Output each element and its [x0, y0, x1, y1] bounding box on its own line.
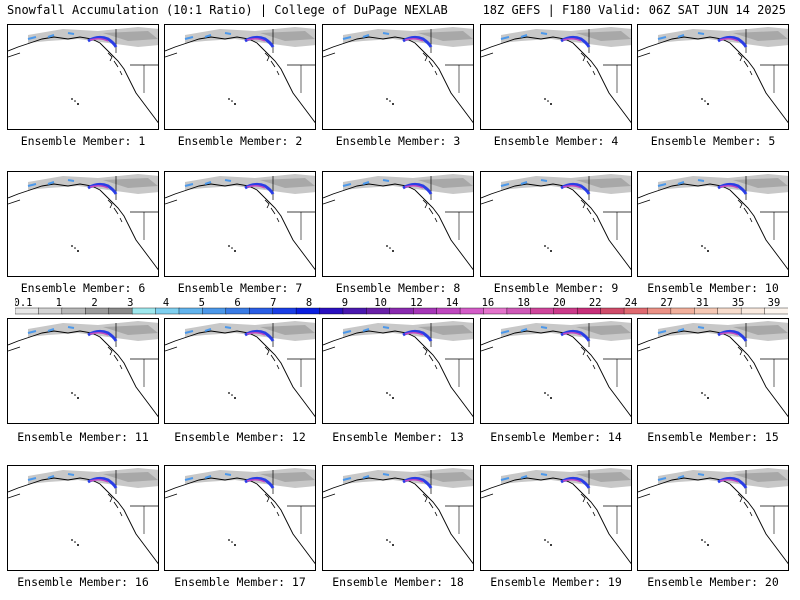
- coastline: [8, 36, 158, 124]
- coastline: [481, 36, 631, 124]
- colorbar-tick-label: 24: [625, 297, 638, 309]
- colorbar-tick-label: 1: [56, 297, 62, 309]
- coastline: [8, 477, 158, 565]
- colorbar-tick-label: 18: [517, 297, 530, 309]
- ensemble-member-label: Ensemble Member: 10: [647, 281, 779, 295]
- colorbar-swatch: [131, 307, 157, 315]
- coastline: [638, 330, 788, 418]
- ensemble-member-map: [322, 24, 474, 130]
- ensemble-member-label: Ensemble Member: 5: [650, 134, 776, 148]
- colorbar-swatch: [61, 307, 86, 315]
- colorbar-tick-label: 14: [446, 297, 459, 309]
- colorbar-tick-label: 7: [270, 297, 276, 309]
- coastline: [165, 183, 315, 271]
- ensemble-member-map: [637, 318, 789, 424]
- colorbar-tick-label: 39: [768, 297, 781, 309]
- coastline: [323, 330, 473, 418]
- ensemble-member-map: [7, 465, 159, 571]
- map-title: Snowfall Accumulation (10:1 Ratio) | Col…: [7, 3, 448, 17]
- coastline: [8, 330, 158, 418]
- colorbar-tick-label: 16: [482, 297, 495, 309]
- ensemble-member-label: Ensemble Member: 12: [174, 430, 306, 444]
- ensemble-member-map: [480, 465, 632, 571]
- ensemble-member-map: [480, 171, 632, 277]
- ensemble-member-label: Ensemble Member: 3: [335, 134, 461, 148]
- coastline: [165, 36, 315, 124]
- ensemble-member-map: [637, 24, 789, 130]
- valid-time-label: 18Z GEFS | F180 Valid: 06Z SAT JUN 14 20…: [482, 3, 786, 17]
- coastline: [481, 477, 631, 565]
- ensemble-member-map: [7, 171, 159, 277]
- colorbar-tick-label: 2: [91, 297, 97, 309]
- colorbar-tick-label: 9: [342, 297, 348, 309]
- ensemble-member-label: Ensemble Member: 16: [17, 575, 149, 589]
- colorbar-tick-label: 3: [127, 297, 133, 309]
- ensemble-member-label: Ensemble Member: 13: [332, 430, 464, 444]
- ensemble-member-map: [164, 465, 316, 571]
- colorbar-tick-label: 27: [660, 297, 673, 309]
- coastline: [481, 330, 631, 418]
- colorbar-swatch: [740, 307, 766, 315]
- ensemble-member-map: [480, 318, 632, 424]
- colorbar-tick-label: 0.1: [15, 297, 32, 309]
- colorbar-tick-label: 31: [696, 297, 709, 309]
- coastline: [638, 477, 788, 565]
- colorbar-tick-label: 6: [234, 297, 240, 309]
- ensemble-member-label: Ensemble Member: 11: [17, 430, 149, 444]
- ensemble-member-label: Ensemble Member: 1: [20, 134, 146, 148]
- coastline: [8, 183, 158, 271]
- coastline: [323, 36, 473, 124]
- colorbar-swatch: [764, 307, 788, 315]
- ensemble-member-label: Ensemble Member: 4: [493, 134, 619, 148]
- colorbar-tick-label: 35: [732, 297, 745, 309]
- colorbar-swatch: [202, 307, 227, 315]
- coastline: [323, 477, 473, 565]
- ensemble-member-label: Ensemble Member: 7: [177, 281, 303, 295]
- colorbar-tick-label: 5: [199, 297, 205, 309]
- ensemble-member-label: Ensemble Member: 14: [490, 430, 622, 444]
- colorbar-tick-label: 4: [163, 297, 169, 309]
- ensemble-member-map: [164, 24, 316, 130]
- ensemble-member-map: [637, 171, 789, 277]
- ensemble-member-label: Ensemble Member: 8: [335, 281, 461, 295]
- ensemble-member-label: Ensemble Member: 18: [332, 575, 464, 589]
- coastline: [165, 330, 315, 418]
- colorbar-tick-label: 12: [410, 297, 423, 309]
- coastline: [165, 477, 315, 565]
- ensemble-member-map: [164, 318, 316, 424]
- ensemble-member-map: [480, 24, 632, 130]
- ensemble-member-label: Ensemble Member: 6: [20, 281, 146, 295]
- coastline: [638, 36, 788, 124]
- ensemble-member-map: [322, 171, 474, 277]
- ensemble-member-label: Ensemble Member: 2: [177, 134, 303, 148]
- ensemble-member-map: [164, 171, 316, 277]
- colorbar-swatch: [600, 307, 625, 315]
- colorbar-tick-label: 22: [589, 297, 602, 309]
- ensemble-member-map: [322, 465, 474, 571]
- ensemble-member-label: Ensemble Member: 17: [174, 575, 306, 589]
- snowfall-colorbar: 0.1 1 2 3 4 5 6 7 8 9 10 12 14 16 18 20 22 24 27 31 35 39: [15, 297, 788, 315]
- colorbar-swatch: [319, 307, 344, 315]
- ensemble-member-map: [7, 24, 159, 130]
- ensemble-member-map: [637, 465, 789, 571]
- colorbar-tick-label: 20: [553, 297, 566, 309]
- ensemble-member-label: Ensemble Member: 15: [647, 430, 779, 444]
- coastline: [323, 183, 473, 271]
- ensemble-member-label: Ensemble Member: 19: [490, 575, 622, 589]
- ensemble-member-label: Ensemble Member: 9: [493, 281, 619, 295]
- ensemble-member-label: Ensemble Member: 20: [647, 575, 779, 589]
- colorbar-tick-label: 8: [306, 297, 312, 309]
- colorbar-swatch: [459, 307, 485, 315]
- colorbar-tick-label: 10: [374, 297, 387, 309]
- colorbar-swatch: [530, 307, 555, 315]
- ensemble-member-map: [322, 318, 474, 424]
- coastline: [481, 183, 631, 271]
- ensemble-member-map: [7, 318, 159, 424]
- coastline: [638, 183, 788, 271]
- colorbar-swatch: [670, 307, 696, 315]
